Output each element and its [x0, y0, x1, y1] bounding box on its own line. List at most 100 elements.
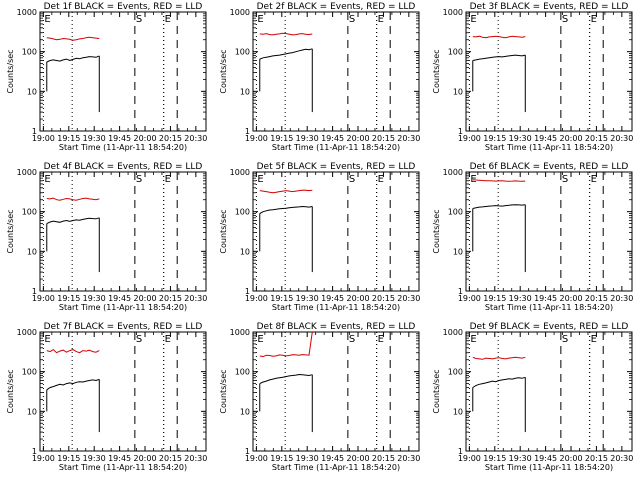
x-tick-label: 20:30 [610, 134, 633, 143]
y-tick-label: 1000 [230, 168, 250, 177]
marker-label: E [44, 14, 50, 25]
y-tick-label: 10 [27, 87, 37, 96]
x-tick-label: 20:15 [159, 134, 182, 143]
panel-det-2: Det 2f BLACK = Events, RED = LLD 1 10 100 10… [219, 2, 420, 152]
x-tick-label: 19:30 [296, 134, 319, 143]
x-tick-label: 19:00 [32, 294, 55, 303]
x-tick-label: 19:15 [270, 294, 293, 303]
panel-title: Det 8f BLACK = Events, RED = LLD [257, 322, 416, 332]
x-tick-label: 19:00 [458, 294, 481, 303]
y-tick-label: 10 [240, 247, 250, 256]
plot-frame [39, 331, 207, 452]
y-axis-label: Counts/sec [6, 369, 15, 413]
lld-series [259, 331, 313, 358]
y-tick-label: 10 [453, 407, 463, 416]
y-tick-label: 100 [22, 368, 37, 377]
x-tick-label: 20:00 [559, 454, 582, 463]
x-tick-label: 20:30 [397, 454, 420, 463]
x-tick-label: 19:45 [534, 134, 557, 143]
x-tick-label: 19:15 [57, 134, 80, 143]
events-series [259, 48, 313, 60]
x-tick-label: 20:00 [133, 134, 156, 143]
x-tick-label: 20:30 [184, 454, 207, 463]
events-series [472, 54, 526, 61]
x-tick-label: 19:45 [321, 454, 344, 463]
x-tick-label: 19:30 [509, 134, 532, 143]
plot-frame [465, 171, 633, 292]
plot-frame [465, 11, 633, 132]
marker-label: E [165, 334, 171, 345]
x-tick-label: 19:30 [83, 454, 106, 463]
y-tick-label: 10 [453, 87, 463, 96]
y-tick-label: 1 [458, 447, 463, 456]
x-tick-label: 20:30 [184, 134, 207, 143]
x-axis-label: Start Time (11-Apr-11 18:54:20) [59, 143, 187, 152]
marker-label: S [136, 174, 142, 185]
y-axis-label: Counts/sec [219, 49, 228, 93]
y-tick-label: 1 [245, 287, 250, 296]
x-tick-label: 19:15 [483, 294, 506, 303]
y-axis-label: Counts/sec [432, 369, 441, 413]
x-tick-label: 20:15 [585, 454, 608, 463]
marker-label: E [378, 14, 384, 25]
marker-label: E [44, 174, 50, 185]
panel-title: Det 4f BLACK = Events, RED = LLD [44, 162, 203, 172]
y-tick-label: 1000 [443, 8, 463, 17]
x-tick-label: 19:45 [108, 134, 131, 143]
lld-series [46, 348, 100, 354]
marker-label: S [562, 334, 568, 345]
y-tick-label: 100 [22, 208, 37, 217]
x-tick-label: 19:15 [57, 454, 80, 463]
x-tick-label: 19:15 [270, 134, 293, 143]
y-axis-label: Counts/sec [6, 49, 15, 93]
x-tick-label: 19:45 [534, 454, 557, 463]
x-tick-label: 20:15 [159, 294, 182, 303]
x-tick-label: 20:15 [585, 134, 608, 143]
events-series [46, 378, 100, 391]
plot-frame [39, 11, 207, 132]
y-tick-label: 1 [32, 447, 37, 456]
marker-label: E [165, 14, 171, 25]
y-tick-label: 10 [27, 247, 37, 256]
marker-label: E [257, 174, 263, 185]
panel-det-3: Det 3f BLACK = Events, RED = LLD 1 10 100 10… [432, 2, 633, 152]
marker-label: E [378, 334, 384, 345]
y-axis-label: Counts/sec [219, 369, 228, 413]
x-tick-label: 19:45 [321, 134, 344, 143]
events-series [472, 376, 526, 388]
marker-label: E [591, 174, 597, 185]
events-series [259, 205, 313, 214]
marker-label: E [470, 334, 476, 345]
y-tick-label: 1000 [230, 8, 250, 17]
marker-label: E [44, 334, 50, 345]
x-tick-label: 19:45 [534, 294, 557, 303]
y-axis-label: Counts/sec [6, 209, 15, 253]
lld-series [259, 32, 313, 36]
lld-series [46, 36, 100, 41]
y-tick-label: 100 [235, 48, 250, 57]
y-tick-label: 1000 [17, 328, 37, 337]
marker-label: E [591, 334, 597, 345]
x-tick-label: 19:45 [108, 294, 131, 303]
y-tick-label: 1 [245, 127, 250, 136]
x-tick-label: 20:00 [559, 294, 582, 303]
events-series [46, 55, 100, 63]
x-tick-label: 19:00 [32, 454, 55, 463]
x-tick-label: 20:30 [610, 454, 633, 463]
y-tick-label: 100 [22, 48, 37, 57]
lld-series [472, 179, 526, 182]
x-tick-label: 19:00 [245, 294, 268, 303]
x-tick-label: 19:30 [509, 294, 532, 303]
x-tick-label: 20:15 [159, 454, 182, 463]
x-tick-label: 19:45 [108, 454, 131, 463]
y-tick-label: 1 [32, 287, 37, 296]
y-tick-label: 1 [458, 287, 463, 296]
x-tick-label: 19:30 [509, 454, 532, 463]
x-axis-label: Start Time (11-Apr-11 18:54:20) [272, 463, 400, 472]
panel-det-7: Det 7f BLACK = Events, RED = LLD 1 10 100 10… [6, 322, 207, 472]
y-tick-label: 100 [448, 368, 463, 377]
y-tick-label: 1 [458, 127, 463, 136]
x-tick-label: 20:30 [397, 134, 420, 143]
y-tick-label: 100 [448, 48, 463, 57]
